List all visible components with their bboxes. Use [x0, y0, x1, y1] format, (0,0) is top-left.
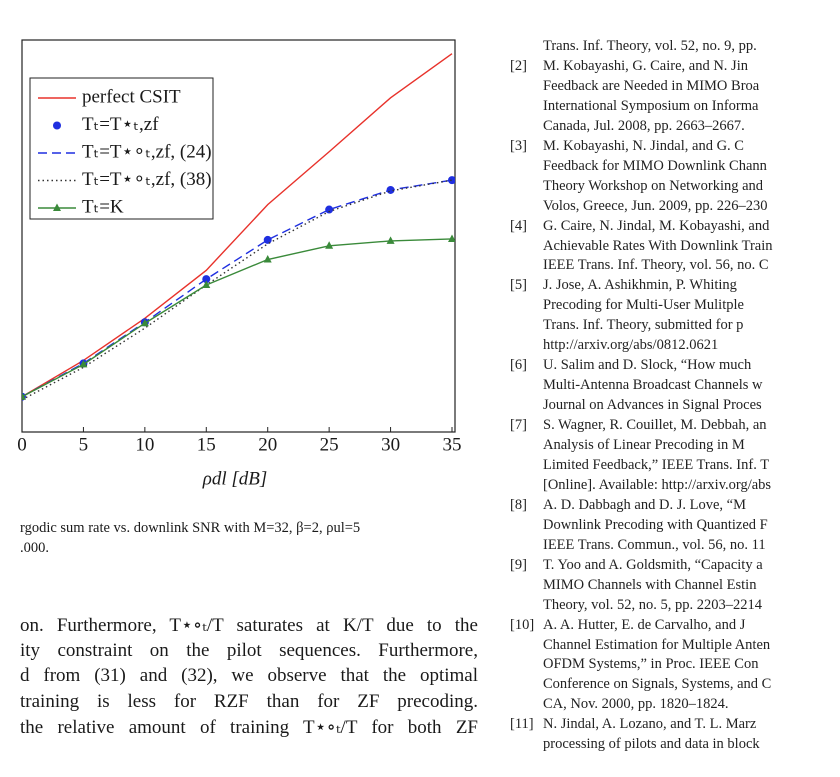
reference-line: Trans. Inf. Theory, submitted for p	[543, 317, 744, 334]
reference-line: International Symposium on Informa	[543, 97, 759, 114]
x-tick-label: 0	[17, 434, 27, 455]
reference-line: IEEE Trans. Inf. Theory, vol. 56, no. C	[543, 257, 769, 274]
body-line: ity constraint on the pilot sequences. F…	[20, 639, 478, 661]
reference-line: G. Caire, N. Jindal, M. Kobayashi, and	[543, 217, 770, 234]
reference-line: Achievable Rates With Downlink Train	[543, 237, 773, 254]
x-tick-label: 10	[135, 434, 154, 455]
chart: 0 5 10 15 20 25 30 35 perfect CSIT Tₜ=T⋆ₜ,zf Tₜ=T⋆…	[17, 39, 462, 489]
reference-line: A. A. Hutter, E. de Carvalho, and J	[543, 616, 746, 633]
caption-line: rgodic sum rate vs. downlink SNR with M=…	[20, 520, 361, 536]
reference-number: [8]	[510, 496, 527, 513]
reference-line: Analysis of Linear Precoding in M	[543, 437, 745, 453]
reference-line: Feedback for MIMO Downlink Chann	[543, 157, 767, 174]
point	[448, 234, 455, 242]
legend-label: perfect CSIT	[82, 86, 181, 107]
reference-line: [Online]. Available: http://arxiv.org/ab…	[543, 476, 772, 493]
reference-line: U. Salim and D. Slock, “How much	[543, 357, 752, 374]
point	[263, 255, 272, 263]
reference-line: M. Kobayashi, G. Caire, and N. Jin	[543, 57, 748, 74]
reference-number: [7]	[510, 417, 527, 434]
series-line	[22, 179, 453, 401]
x-tick-label: 35	[443, 434, 462, 455]
legend-label: Tₜ=K	[82, 196, 124, 217]
reference-line: Downlink Precoding with Quantized F	[543, 516, 768, 533]
legend-label: Tₜ=T⋆ₜ,zf	[82, 114, 159, 135]
reference-number: [10]	[510, 616, 535, 633]
reference-line: T. Yoo and A. Goldsmith, “Capacity a	[543, 556, 763, 573]
reference-line: IEEE Trans. Commun., vol. 56, no. 11	[543, 536, 766, 553]
reference-number: [4]	[510, 217, 527, 234]
reference-line: Feedback are Needed in MIMO Broa	[543, 77, 760, 94]
point	[325, 205, 334, 214]
reference-line: Conference on Signals, Systems, and C	[543, 676, 772, 693]
series-line	[22, 238, 453, 398]
body-line: the relative amount of training T⋆∘ₜ/T f…	[20, 717, 478, 739]
legend: perfect CSIT Tₜ=T⋆ₜ,zf Tₜ=T⋆∘ₜ,zf, (24) Tₜ=…	[29, 77, 214, 220]
body-line: d from (31) and (32), we observe that th…	[20, 665, 478, 687]
reference-line: http://arxiv.org/abs/0812.0621	[543, 337, 719, 354]
series-line	[22, 179, 453, 398]
reference-line: Theory Workshop on Networking and	[543, 177, 764, 194]
reference-line: Journal on Advances in Signal Proces	[543, 397, 762, 414]
reference-number: [2]	[510, 57, 527, 74]
reference-line: OFDM Systems,” in Proc. IEEE Con	[543, 656, 759, 673]
body-line: training is less for RZF than for ZF pre…	[20, 690, 478, 712]
reference-line: Limited Feedback,” IEEE Trans. Inf. T	[543, 456, 770, 473]
reference-number: [9]	[510, 556, 527, 573]
reference-line: MIMO Channels with Channel Estin	[543, 576, 757, 593]
x-tick-label: 30	[381, 434, 400, 455]
body-line: on. Furthermore, T⋆∘ₜ/T saturates at K/T…	[20, 615, 478, 636]
reference-line: Multi-Antenna Broadcast Channels w	[543, 377, 763, 394]
legend-label: Tₜ=T⋆∘ₜ,zf, (38)	[82, 169, 212, 190]
reference-line: Canada, Jul. 2008, pp. 2663–2667.	[543, 117, 745, 134]
reference-number: [5]	[510, 277, 527, 294]
point	[325, 241, 334, 249]
legend-label: Tₜ=T⋆∘ₜ,zf, (24)	[82, 141, 212, 162]
point	[79, 359, 88, 368]
reference-line: Channel Estimation for Multiple Anten	[543, 636, 771, 653]
legend-box	[29, 77, 214, 220]
reference-line: A. D. Dabbagh and D. J. Love, “M	[543, 496, 746, 513]
legend-marker	[53, 121, 61, 130]
reference-line: Trans. Inf. Theory, vol. 52, no. 9, pp.	[543, 38, 757, 54]
point	[202, 280, 211, 288]
point	[140, 318, 149, 327]
reference-line: J. Jose, A. Ashikhmin, P. Whiting	[543, 277, 737, 294]
reference-line: Volos, Greece, Jun. 2009, pp. 226–230	[543, 197, 768, 214]
reference-line: M. Kobayashi, N. Jindal, and G. C	[543, 137, 744, 154]
caption-line: .000.	[20, 540, 49, 556]
reference-line: CA, Nov. 2000, pp. 1820–1824.	[543, 696, 729, 713]
series-line	[22, 53, 453, 398]
point	[22, 392, 26, 400]
reference-line: S. Wagner, R. Couillet, M. Debbah, an	[543, 417, 767, 434]
x-axis-label: ρdl [dB]	[202, 468, 268, 489]
x-tick-label: 20	[258, 434, 277, 455]
reference-line: N. Jindal, A. Lozano, and T. L. Marz	[543, 716, 757, 733]
reference-number: [6]	[510, 357, 527, 374]
x-tick-label: 25	[320, 434, 339, 455]
plot-frame	[21, 39, 456, 433]
point	[386, 236, 395, 244]
reference-line: Precoding for Multi-User Mulitple	[543, 297, 744, 314]
plot-area	[22, 53, 455, 401]
legend-marker	[53, 203, 61, 211]
x-tick-label: 15	[197, 434, 216, 455]
reference-line: processing of pilots and data in block	[543, 736, 760, 753]
reference-number: [3]	[510, 137, 527, 154]
reference-number: [11]	[510, 716, 534, 733]
x-tick-label: 5	[79, 434, 89, 455]
axes: 0 5 10 15 20 25 30 35 perfect CSIT Tₜ=T⋆ₜ,zf Tₜ=T⋆…	[17, 77, 462, 455]
reference-line: Theory, vol. 52, no. 5, pp. 2203–2214	[543, 596, 762, 613]
